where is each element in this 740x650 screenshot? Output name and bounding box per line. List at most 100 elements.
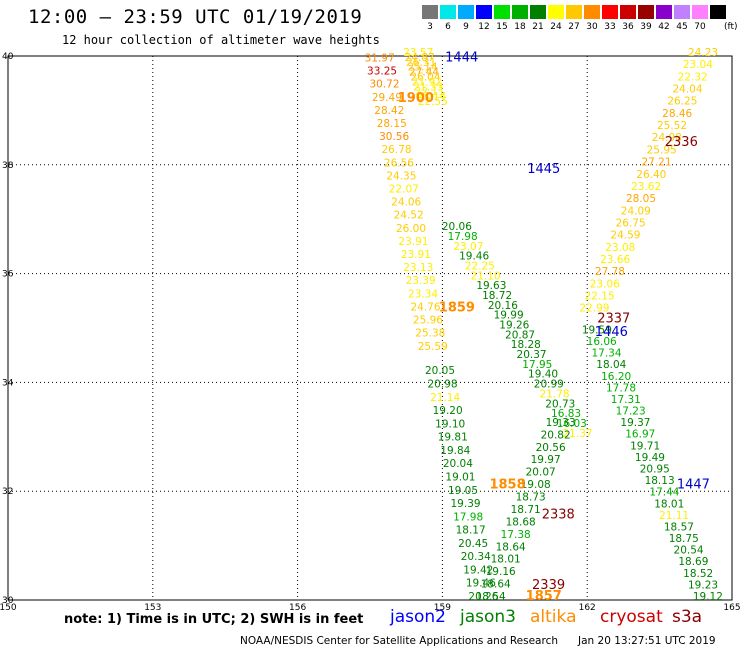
legend-item-cryosat: cryosat [600, 607, 663, 627]
pass-label: 1446 [595, 325, 628, 340]
swh-value: 24.98 [652, 132, 682, 144]
swh-value: 21.33 [413, 81, 443, 93]
swh-value: 20.26 [468, 591, 498, 603]
swh-value: 18.54 [476, 591, 506, 603]
lat-tick-label: 38 [2, 161, 14, 171]
swh-value: 25.52 [657, 120, 687, 132]
lon-tick-label: 156 [289, 603, 306, 613]
scale-label: 6 [445, 22, 451, 32]
swh-value: 31.97 [365, 52, 395, 64]
swh-value: 18.64 [496, 541, 526, 553]
swh-value: 20.54 [674, 545, 704, 557]
swh-value: 23.07 [453, 241, 483, 253]
swh-value: 26.75 [616, 217, 646, 229]
swh-value: 19.12 [693, 591, 723, 603]
scale-swatch [638, 5, 654, 19]
swh-value: 19.01 [445, 471, 475, 483]
swh-value: 18.73 [516, 492, 546, 504]
swh-value: 16.06 [587, 336, 617, 348]
swh-value: 28.05 [626, 193, 656, 205]
pass-label: 1444 [445, 50, 478, 65]
swh-value: 18.01 [491, 554, 521, 566]
swh-value: 30.56 [379, 131, 409, 143]
page-subtitle: 12 hour collection of altimeter wave hei… [62, 33, 380, 47]
swh-value: 26.78 [382, 144, 412, 156]
scale-label: 24 [550, 22, 562, 32]
scale-swatch [548, 5, 564, 19]
swh-value: 19.05 [448, 485, 478, 497]
swh-value: 20.16 [488, 300, 518, 312]
swh-value: 21.78 [540, 388, 570, 400]
swh-value: 17.78 [606, 382, 636, 394]
swh-value: 20.73 [545, 398, 575, 410]
pass-label: 2338 [542, 507, 575, 522]
swh-value: 23.91 [401, 249, 431, 261]
pass-label: 1859 [439, 301, 475, 316]
swh-value: 27.44 [409, 67, 439, 79]
swh-value: 20.87 [505, 329, 535, 341]
lat-tick-label: 34 [2, 378, 14, 388]
swh-value: 20.99 [534, 379, 564, 391]
swh-value: 28.42 [374, 105, 404, 117]
scale-unit: (ft) [724, 22, 738, 32]
swh-value: 18.17 [456, 525, 486, 537]
swh-value: 19.08 [521, 479, 551, 491]
swh-value: 19.20 [433, 405, 463, 417]
scale-swatch [674, 5, 690, 19]
swh-value: 26.56 [384, 157, 414, 169]
swh-value: 19.63 [476, 280, 506, 292]
swh-value: 21.11 [659, 510, 689, 522]
scale-swatch [566, 5, 582, 19]
swh-value: 23.14 [416, 91, 446, 103]
scale-label: 39 [640, 22, 652, 32]
credit-line: NOAA/NESDIS Center for Satellite Applica… [240, 635, 558, 647]
swh-value: 19.39 [451, 498, 481, 510]
pass-label: 1857 [526, 589, 562, 604]
swh-value: 20.56 [536, 442, 566, 454]
scale-label: 15 [496, 22, 508, 32]
scale-label: 27 [568, 22, 580, 32]
pass-label: 2336 [665, 135, 698, 150]
swh-value: 29.49 [372, 92, 402, 104]
swh-value: 16.83 [551, 408, 581, 420]
swh-value: 26.40 [636, 169, 666, 181]
scale-swatch [692, 5, 708, 19]
swh-value: 24.76 [410, 301, 440, 313]
swh-value: 24.23 [688, 47, 718, 59]
swh-value: 20.04 [443, 458, 473, 470]
swh-value: 26.00 [396, 223, 426, 235]
lat-tick-label: 40 [2, 52, 14, 62]
swh-value: 18.64 [481, 579, 511, 591]
scale-label: 42 [658, 22, 670, 32]
pass-label: 1900 [398, 91, 434, 106]
swh-value: 22.55 [418, 96, 448, 108]
swh-value: 18.69 [678, 556, 708, 568]
swh-value: 17.23 [616, 406, 646, 418]
pass-label: 2337 [597, 312, 630, 327]
pass-label: 2339 [532, 578, 565, 593]
swh-value: 19.26 [499, 320, 529, 332]
swh-value: 23.91 [398, 236, 428, 248]
legend-item-altika: altika [530, 607, 577, 627]
swh-value: 16.03 [557, 418, 587, 430]
swh-value: 25.38 [415, 328, 445, 340]
scale-label: 36 [622, 22, 634, 32]
swh-value: 22.99 [579, 303, 609, 315]
scale-label: 18 [514, 22, 526, 32]
lon-tick-label: 162 [579, 603, 596, 613]
swh-value: 19.37 [620, 417, 650, 429]
swh-value: 20.45 [458, 538, 488, 550]
swh-value: 23.08 [605, 242, 635, 254]
swh-value: 18.28 [511, 339, 541, 351]
legend-item-jason3: jason3 [460, 607, 516, 627]
swh-value: 20.37 [517, 349, 547, 361]
swh-value: 23.34 [408, 288, 438, 300]
swh-value: 26.25 [667, 96, 697, 108]
scale-swatch [458, 5, 474, 19]
swh-value: 21.14 [430, 392, 460, 404]
pass-label: 1447 [677, 477, 710, 492]
swh-value: 19.84 [440, 445, 470, 457]
swh-value: 25.95 [647, 144, 677, 156]
scale-swatch [656, 5, 672, 19]
